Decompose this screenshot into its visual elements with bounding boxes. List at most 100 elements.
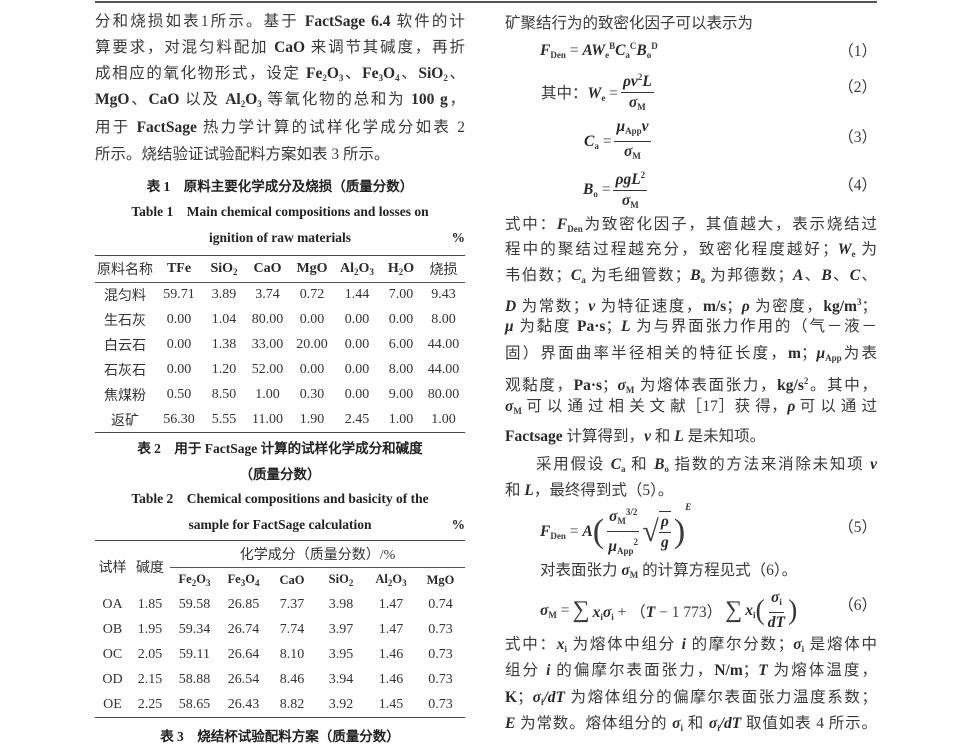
value-cell: 1.95 (137, 622, 163, 637)
header-cell: 烧损 (422, 255, 465, 283)
text-run: M (513, 406, 522, 416)
value-cell: 1.85 (137, 597, 163, 612)
table-row: 白云石 0.00 1.38 33.00 20.00 0.00 6.00 44.00 (95, 333, 465, 358)
text-run: 可 以 通 过 (795, 398, 877, 415)
header-cell: Al2O3 (366, 568, 416, 593)
value-cell: 26.54 (227, 672, 260, 687)
sum-symbol: ∑ (572, 597, 590, 623)
denominator: μApp2 (608, 532, 638, 561)
top-rule (95, 1, 877, 3)
value-cell: 2.15 (137, 672, 163, 687)
square-root: √ ρ g (642, 510, 673, 553)
text-run: a (625, 50, 630, 60)
text-run: Den (550, 530, 566, 541)
text-run: 3 (369, 267, 374, 277)
text-run: M (625, 385, 635, 395)
text-run: C (610, 456, 622, 473)
text-run: a (581, 275, 586, 285)
equation-lhs: Ca = (584, 133, 611, 151)
text-run: 2 (348, 578, 354, 589)
text-run: e (851, 249, 856, 259)
paragraph-line: 分和烧损如表1所示。基于 FactSage 6.4 软件的计 (95, 11, 465, 33)
text-run: 3 (338, 73, 344, 83)
text-run: 和 (650, 428, 675, 445)
header-cell: TFe (155, 255, 203, 283)
paragraph-line: K；σi/dT 为熔体组分的偏摩尔表面张力温度系数； (505, 687, 877, 709)
value-cell: 1.20 (211, 362, 237, 377)
text-run: σ (770, 589, 780, 606)
value-cell: 0.00 (166, 337, 192, 352)
text-run: 为表 (841, 345, 877, 362)
text-run: /dT (543, 689, 565, 706)
text-run: Fe (362, 65, 379, 82)
text-run: ； (726, 298, 742, 315)
value-cell: 52.00 (251, 362, 284, 377)
header-cell: 碱度 (136, 560, 164, 576)
text-run: 为密度， (749, 298, 824, 315)
value-cell: 0.72 (299, 287, 325, 303)
text-run: o (664, 464, 669, 474)
equation-expression: FDen = AWeBCaCBoD (540, 41, 658, 60)
equation-number: （1） (838, 43, 877, 60)
text-run: v (644, 428, 651, 445)
text-run: 组分 (505, 662, 547, 679)
paragraph-line: 用于 FactSage 热力学计算的试样化学成分如表 2 (95, 117, 465, 139)
text-run: i (546, 662, 551, 679)
text-run: 为 (855, 241, 877, 258)
text-run: 3 (205, 578, 211, 589)
equation-term: xiσi + （T − 1 773） (593, 600, 722, 622)
text-run: App (825, 353, 842, 363)
text-run: W (591, 42, 606, 59)
left-paren: ( (592, 512, 605, 550)
equation-2: 其中：We = ρv2L σM (541, 67, 657, 117)
value-cell: 0.74 (428, 597, 453, 612)
text-run: H (387, 261, 399, 276)
equation-4: Bo = ρgL2 σM (583, 165, 650, 215)
text-run: 式中： (505, 216, 557, 233)
text-run: L (620, 318, 631, 335)
text-run: μ (616, 118, 626, 135)
value-cell: 8.50 (211, 387, 237, 402)
text-run: 观黏度， (505, 377, 574, 394)
text-run: 算要求，对混匀料配加 (95, 39, 275, 56)
text-run: C (584, 132, 595, 150)
text-run: 为常数； (516, 298, 589, 315)
fraction: μAppv σM (614, 117, 651, 166)
numerator: ρ (658, 512, 671, 533)
value-cell: 0.30 (299, 387, 325, 402)
value-cell: 44.00 (427, 337, 460, 352)
text-run: ； (742, 662, 759, 679)
value-cell: 8.82 (279, 696, 305, 712)
text-run: C (849, 267, 861, 284)
value-cell: 59.71 (163, 287, 195, 303)
caption-text: ignition of raw materials (208, 230, 352, 245)
text-run: 2 (637, 72, 643, 82)
table-header-row: 试样 碱度 化学成分（质量分数）/% (95, 540, 465, 576)
text-run: 用于 (95, 119, 137, 136)
text-run: σ (602, 603, 612, 621)
table-row: OD 2.15 58.88 26.54 8.46 3.94 1.46 0.73 (95, 668, 465, 693)
text-run: 。其中， (808, 377, 877, 394)
text-run: 3 (257, 99, 262, 109)
value-cell: 0.00 (166, 362, 192, 377)
value-cell: 0.00 (344, 312, 370, 327)
table2-caption-en-2: sample for FactSage calculation % (95, 515, 465, 535)
text-run: 固）界面曲率半径相关的特征长度， (505, 345, 789, 362)
equation-lhs: FDen = A (540, 523, 593, 541)
text-run: App (625, 126, 642, 136)
value-cell: 3.74 (255, 287, 280, 303)
text-run: ； (800, 345, 817, 362)
sample-id-cell: OB (102, 622, 123, 637)
text-run: 、 (831, 267, 850, 284)
text-run: 2 (240, 99, 246, 109)
text-run: 来调节其碱度，再折 (305, 39, 465, 56)
value-cell: 26.74 (227, 622, 260, 637)
text-run: o (593, 189, 598, 199)
text-run: 、 (399, 65, 419, 82)
paragraph-line: μ 为黏度 Pa·s；L 为与界面张力作用的（气－液－ (505, 316, 877, 338)
numerator: μAppv (614, 117, 651, 142)
value-cell: 59.34 (178, 622, 211, 637)
text-run: CaO (253, 261, 282, 276)
text-run: σ (708, 715, 718, 732)
text-run: T (758, 662, 768, 679)
